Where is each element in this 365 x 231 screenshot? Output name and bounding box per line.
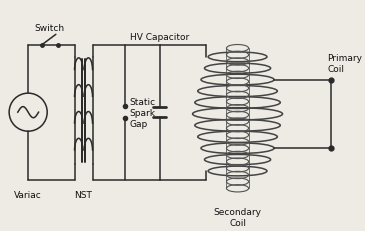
Text: Variac: Variac xyxy=(14,190,42,199)
Text: Secondary
Coil: Secondary Coil xyxy=(214,207,262,227)
Text: HV Capacitor: HV Capacitor xyxy=(130,32,189,41)
Text: Static
Spark
Gap: Static Spark Gap xyxy=(129,97,155,128)
Text: NST: NST xyxy=(74,190,92,199)
Text: Primary
Coil: Primary Coil xyxy=(327,54,362,73)
Text: Switch: Switch xyxy=(35,23,65,32)
